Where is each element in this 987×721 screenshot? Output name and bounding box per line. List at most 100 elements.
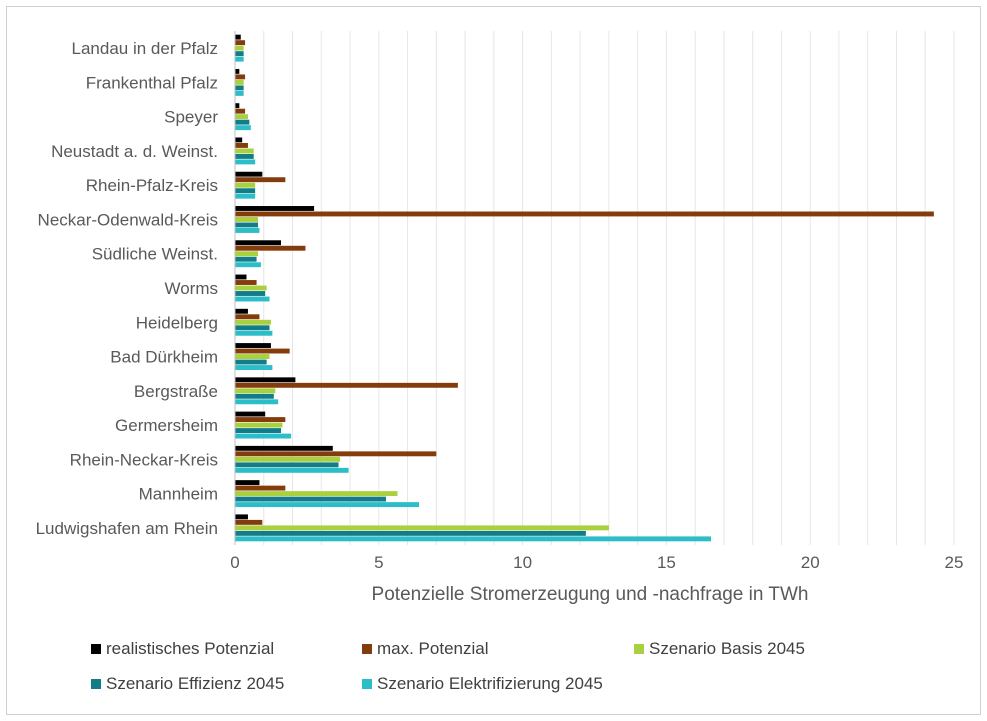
x-tick-label: 10 [513, 553, 532, 572]
category-label-heidelberg: Heidelberg [136, 313, 218, 332]
bar-max-potenzial-mannheim [235, 485, 286, 491]
category-label-rhein-pfalz-kreis: Rhein-Pfalz-Kreis [86, 176, 218, 195]
bar-szenario-effizienz-2045-mannheim [235, 496, 386, 502]
bar-realistisches-potenzial-suedliche-weinst [235, 240, 282, 246]
bar-szenario-effizienz-2045-rhein-neckar-kreis [235, 462, 339, 468]
bar-szenario-effizienz-2045-suedliche-weinst [235, 256, 257, 262]
bar-max-potenzial-landau-in-der-pfalz [235, 40, 246, 46]
bar-max-potenzial-suedliche-weinst [235, 245, 306, 251]
legend-swatch-szenario-elektrifizierung-2045 [362, 679, 372, 689]
bar-szenario-elektrifizierung-2045-suedliche-weinst [235, 262, 261, 268]
bar-realistisches-potenzial-landau-in-der-pfalz [235, 34, 241, 40]
bar-realistisches-potenzial-rhein-pfalz-kreis [235, 171, 263, 177]
bar-realistisches-potenzial-speyer [235, 103, 240, 109]
bar-szenario-effizienz-2045-landau-in-der-pfalz [235, 51, 244, 57]
category-label-worms: Worms [164, 279, 218, 298]
bar-realistisches-potenzial-frankenthal-pfalz [235, 68, 240, 74]
bar-szenario-elektrifizierung-2045-speyer [235, 125, 251, 131]
bar-szenario-basis-2045-landau-in-der-pfalz [235, 45, 244, 51]
bar-realistisches-potenzial-heidelberg [235, 308, 248, 314]
legend: realistisches Potenzial max. Potenzial Sze… [91, 639, 805, 693]
bar-szenario-basis-2045-rhein-neckar-kreis [235, 456, 340, 462]
category-label-mannheim: Mannheim [139, 485, 218, 504]
x-tick-label: 25 [945, 553, 964, 572]
bar-szenario-elektrifizierung-2045-ludwigshafen-am-rhein [235, 536, 711, 542]
legend-swatch-szenario-basis-2045 [634, 644, 644, 654]
legend-label-max-potenzial: max. Potenzial [377, 639, 489, 658]
bar-szenario-basis-2045-suedliche-weinst [235, 251, 259, 257]
category-label-neckar-odenwald-kreis: Neckar-Odenwald-Kreis [38, 210, 218, 229]
bar-szenario-elektrifizierung-2045-neustadt-a-d-weinst [235, 159, 256, 165]
bar-szenario-basis-2045-bergstrasse [235, 388, 276, 394]
bar-szenario-effizienz-2045-heidelberg [235, 325, 270, 331]
x-tick-label: 15 [657, 553, 676, 572]
bar-szenario-elektrifizierung-2045-worms [235, 296, 270, 302]
bar-szenario-basis-2045-rhein-pfalz-kreis [235, 182, 256, 188]
bar-szenario-effizienz-2045-neckar-odenwald-kreis [235, 222, 259, 228]
bar-realistisches-potenzial-neustadt-a-d-weinst [235, 137, 243, 143]
x-tick-labels: 0 5 10 15 20 25 [230, 553, 963, 572]
bar-szenario-basis-2045-neckar-odenwald-kreis [235, 217, 259, 222]
gridlines [263, 31, 955, 545]
legend-swatch-szenario-effizienz-2045 [91, 679, 101, 689]
x-tick-label: 5 [374, 553, 383, 572]
bar-szenario-effizienz-2045-frankenthal-pfalz [235, 85, 244, 91]
bar-realistisches-potenzial-worms [235, 274, 247, 280]
bar-realistisches-potenzial-ludwigshafen-am-rhein [235, 514, 248, 520]
bar-szenario-elektrifizierung-2045-mannheim [235, 502, 420, 508]
x-axis-title: Potenzielle Stromerzeugung und -nachfrag… [372, 584, 809, 605]
bar-szenario-basis-2045-speyer [235, 114, 248, 120]
bar-max-potenzial-worms [235, 280, 257, 285]
bar-realistisches-potenzial-bad-duerkheim [235, 343, 271, 348]
category-label-frankenthal-pfalz: Frankenthal Pfalz [86, 73, 218, 92]
bar-max-potenzial-rhein-pfalz-kreis [235, 177, 286, 183]
bar-max-potenzial-bad-duerkheim [235, 348, 290, 354]
bar-szenario-basis-2045-neustadt-a-d-weinst [235, 148, 254, 154]
bar-szenario-basis-2045-germersheim [235, 422, 283, 428]
category-label-bad-duerkheim: Bad Dürkheim [110, 348, 218, 367]
bar-szenario-elektrifizierung-2045-landau-in-der-pfalz [235, 56, 244, 62]
bar-max-potenzial-neustadt-a-d-weinst [235, 142, 248, 148]
bar-max-potenzial-frankenthal-pfalz [235, 74, 246, 80]
bar-max-potenzial-speyer [235, 108, 246, 114]
legend-swatch-realistisches-potenzial [91, 644, 101, 654]
bar-szenario-elektrifizierung-2045-bad-duerkheim [235, 365, 273, 370]
bar-szenario-basis-2045-mannheim [235, 491, 398, 497]
bar-realistisches-potenzial-neckar-odenwald-kreis [235, 206, 315, 211]
bar-szenario-effizienz-2045-rhein-pfalz-kreis [235, 188, 256, 194]
category-label-neustadt-a-d-weinst: Neustadt a. d. Weinst. [51, 142, 218, 161]
category-labels: Landau in der Pfalz Frankenthal Pfalz Spey… [36, 39, 219, 538]
legend-swatch-max-potenzial [362, 644, 372, 654]
bar-szenario-effizienz-2045-germersheim [235, 428, 282, 434]
bar-realistisches-potenzial-germersheim [235, 411, 266, 417]
legend-label-szenario-elektrifizierung-2045: Szenario Elektrifizierung 2045 [377, 674, 603, 693]
bar-realistisches-potenzial-rhein-neckar-kreis [235, 445, 333, 451]
bar-szenario-effizienz-2045-bad-duerkheim [235, 359, 267, 365]
bar-szenario-effizienz-2045-worms [235, 291, 266, 296]
bar-max-potenzial-heidelberg [235, 314, 260, 320]
bar-max-potenzial-rhein-neckar-kreis [235, 451, 437, 457]
bar-szenario-basis-2045-frankenthal-pfalz [235, 79, 244, 85]
bars [235, 34, 934, 542]
bar-max-potenzial-bergstrasse [235, 382, 458, 388]
bar-szenario-elektrifizierung-2045-rhein-pfalz-kreis [235, 193, 256, 199]
chart-frame: Landau in der Pfalz Frankenthal Pfalz Spey… [6, 6, 981, 715]
x-tick-label: 0 [230, 553, 239, 572]
category-label-ludwigshafen-am-rhein: Ludwigshafen am Rhein [36, 519, 218, 538]
x-tick-label: 20 [801, 553, 820, 572]
bar-szenario-elektrifizierung-2045-heidelberg [235, 330, 273, 336]
bar-realistisches-potenzial-mannheim [235, 480, 260, 486]
category-label-speyer: Speyer [164, 108, 218, 127]
bar-szenario-basis-2045-ludwigshafen-am-rhein [235, 525, 609, 531]
legend-label-realistisches-potenzial: realistisches Potenzial [106, 639, 274, 658]
bar-szenario-effizienz-2045-speyer [235, 119, 250, 125]
bar-szenario-basis-2045-heidelberg [235, 319, 271, 325]
bar-szenario-basis-2045-bad-duerkheim [235, 354, 270, 359]
bar-szenario-effizienz-2045-bergstrasse [235, 393, 274, 399]
bar-szenario-elektrifizierung-2045-germersheim [235, 433, 292, 439]
bar-szenario-elektrifizierung-2045-frankenthal-pfalz [235, 90, 244, 96]
bar-szenario-elektrifizierung-2045-bergstrasse [235, 399, 279, 405]
legend-label-szenario-effizienz-2045: Szenario Effizienz 2045 [106, 674, 284, 693]
bar-szenario-elektrifizierung-2045-rhein-neckar-kreis [235, 467, 349, 473]
bar-chart: Landau in der Pfalz Frankenthal Pfalz Spey… [36, 31, 963, 693]
